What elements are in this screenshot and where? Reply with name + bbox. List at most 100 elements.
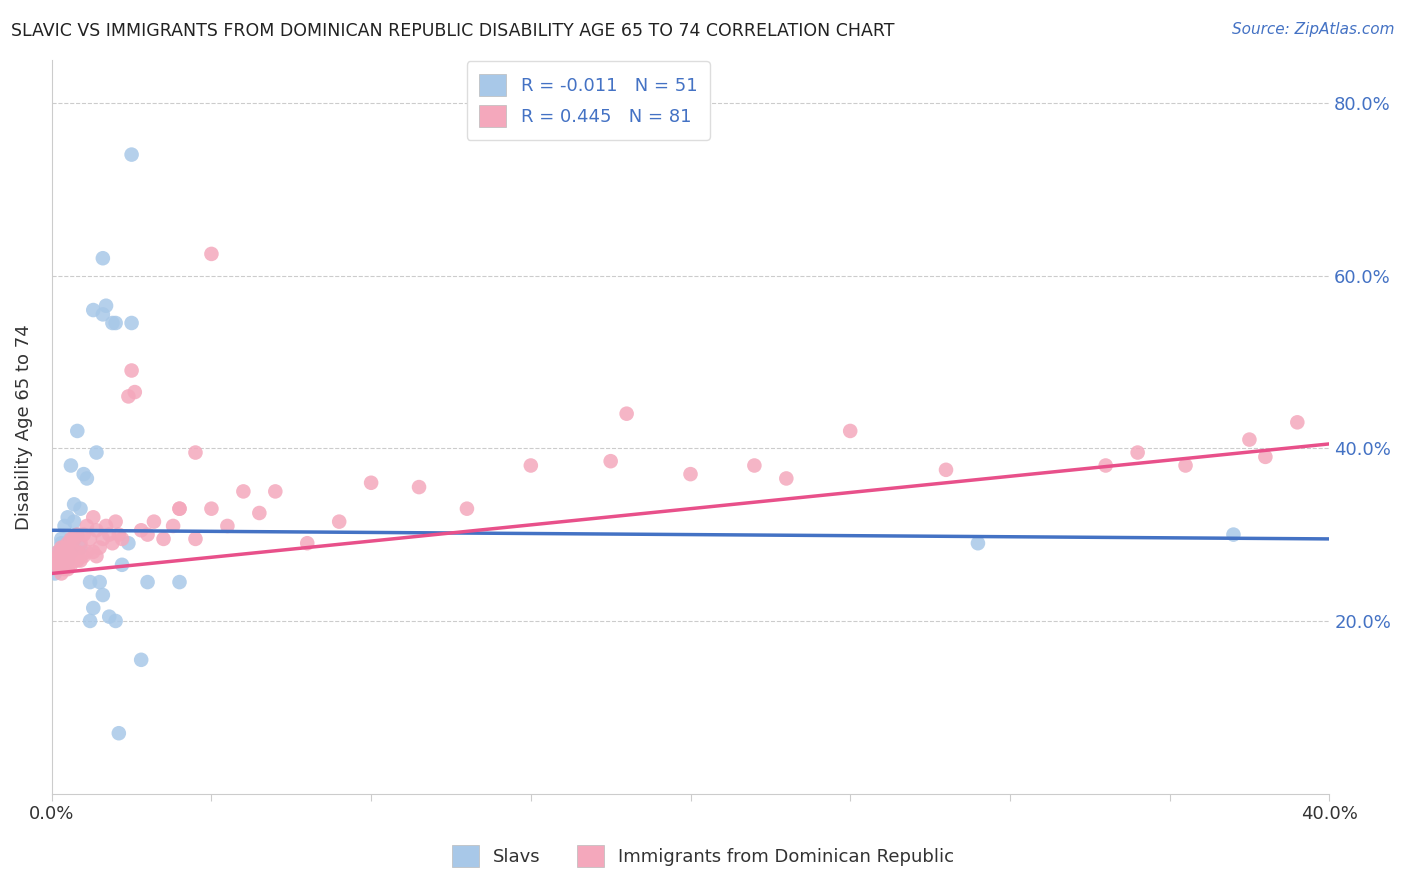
Point	[53, 541, 76, 555]
Point	[69, 501, 91, 516]
Point	[51, 549, 73, 564]
Point	[86, 549, 108, 564]
Point	[91, 307, 114, 321]
Point	[73, 549, 96, 564]
Point	[56, 545, 79, 559]
Point	[104, 316, 127, 330]
Point	[59, 458, 82, 473]
Point	[86, 445, 108, 459]
Point	[136, 575, 159, 590]
Point	[79, 614, 101, 628]
Point	[56, 510, 79, 524]
Point	[73, 467, 96, 482]
Text: Source: ZipAtlas.com: Source: ZipAtlas.com	[1232, 22, 1395, 37]
Point	[121, 147, 143, 161]
Point	[111, 532, 134, 546]
Point	[104, 614, 127, 628]
Y-axis label: Disability Age 65 to 74: Disability Age 65 to 74	[15, 324, 32, 530]
Point	[56, 545, 79, 559]
Point	[1239, 433, 1261, 447]
Point	[51, 532, 73, 546]
Point	[63, 515, 86, 529]
Point	[136, 527, 159, 541]
Point	[63, 532, 86, 546]
Point	[46, 545, 69, 559]
Point	[59, 536, 82, 550]
Point	[184, 445, 207, 459]
Point	[82, 510, 104, 524]
Point	[98, 527, 121, 541]
Point	[59, 532, 82, 546]
Point	[53, 549, 76, 564]
Point	[94, 519, 117, 533]
Point	[108, 726, 131, 740]
Point	[169, 501, 191, 516]
Point	[51, 553, 73, 567]
Point	[142, 515, 165, 529]
Point	[1094, 458, 1116, 473]
Point	[124, 385, 146, 400]
Point	[44, 558, 66, 572]
Point	[108, 527, 131, 541]
Point	[46, 553, 69, 567]
Point	[217, 519, 239, 533]
Point	[967, 536, 990, 550]
Point	[111, 558, 134, 572]
Point	[66, 424, 89, 438]
Point	[129, 653, 152, 667]
Point	[44, 553, 66, 567]
Point	[53, 519, 76, 533]
Point	[69, 541, 91, 555]
Point	[1286, 415, 1309, 429]
Point	[46, 545, 69, 559]
Legend: Slavs, Immigrants from Dominican Republic: Slavs, Immigrants from Dominican Republi…	[444, 838, 962, 874]
Point	[89, 575, 111, 590]
Point	[76, 545, 98, 559]
Point	[59, 532, 82, 546]
Point	[200, 501, 222, 516]
Point	[775, 471, 797, 485]
Point	[46, 549, 69, 564]
Point	[53, 562, 76, 576]
Point	[408, 480, 430, 494]
Point	[184, 532, 207, 546]
Point	[247, 506, 270, 520]
Point	[76, 519, 98, 533]
Point	[1254, 450, 1277, 464]
Point	[46, 562, 69, 576]
Point	[66, 527, 89, 541]
Point	[76, 471, 98, 485]
Point	[63, 553, 86, 567]
Point	[744, 458, 766, 473]
Point	[79, 575, 101, 590]
Point	[66, 545, 89, 559]
Point	[73, 527, 96, 541]
Point	[53, 549, 76, 564]
Point	[169, 575, 191, 590]
Point	[63, 532, 86, 546]
Point	[328, 515, 350, 529]
Point	[66, 527, 89, 541]
Point	[162, 519, 184, 533]
Point	[69, 536, 91, 550]
Point	[63, 545, 86, 559]
Point	[1126, 445, 1149, 459]
Point	[101, 536, 124, 550]
Point	[51, 566, 73, 581]
Point	[94, 299, 117, 313]
Point	[91, 588, 114, 602]
Point	[169, 501, 191, 516]
Point	[56, 553, 79, 567]
Point	[297, 536, 319, 550]
Point	[679, 467, 702, 482]
Point	[69, 553, 91, 567]
Point	[59, 545, 82, 559]
Point	[121, 316, 143, 330]
Point	[66, 553, 89, 567]
Point	[51, 558, 73, 572]
Point	[59, 558, 82, 572]
Point	[86, 523, 108, 537]
Point	[44, 553, 66, 567]
Point	[1222, 527, 1244, 541]
Point	[44, 566, 66, 581]
